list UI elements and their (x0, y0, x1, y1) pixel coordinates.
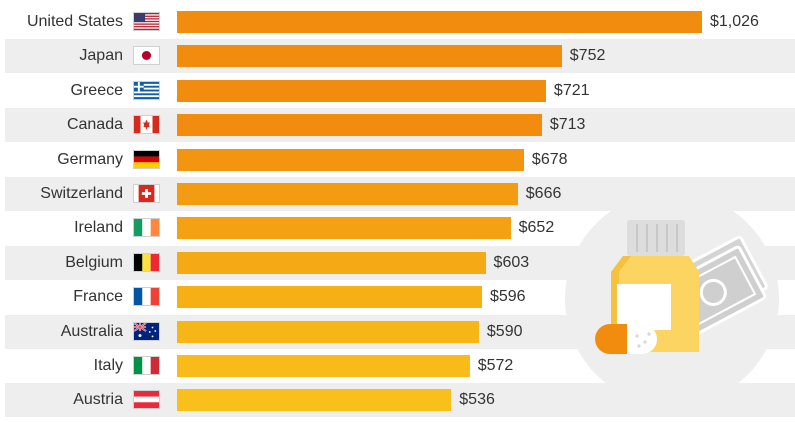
chart-row: Ireland $652 (5, 211, 795, 245)
flag-france-icon (133, 287, 160, 307)
flag-switzerland-icon (133, 184, 160, 203)
bar (177, 183, 518, 205)
flag-us-icon (133, 12, 160, 31)
flag-ireland-icon (133, 218, 160, 238)
flag-australia-icon (133, 321, 160, 341)
capsule-icon (595, 324, 657, 354)
category-label: Canada (66, 116, 123, 134)
data-label: $603 (493, 253, 530, 271)
chart-row: France $596 (5, 280, 795, 314)
bar (177, 114, 542, 137)
bar (177, 320, 479, 343)
category-label: Austria (73, 391, 123, 409)
data-label: $721 (553, 81, 590, 99)
category-label: Belgium (65, 253, 123, 271)
category-label: France (73, 288, 123, 306)
category-label: Japan (79, 47, 123, 65)
chart-row: Germany $678 (5, 143, 795, 177)
category-label: Australia (60, 322, 123, 340)
chart-row: Italy $572 (5, 349, 795, 383)
category-label: Ireland (74, 219, 123, 237)
data-label: $752 (569, 47, 606, 65)
medicine-money-icon (565, 192, 779, 406)
bar (177, 148, 524, 171)
data-label: $536 (459, 391, 495, 409)
data-label: $1,026 (710, 13, 759, 30)
bar (177, 251, 486, 274)
bar (177, 286, 482, 309)
flag-canada-icon (133, 115, 160, 135)
flag-belgium-icon (133, 252, 160, 272)
bar (177, 355, 470, 377)
data-label: $596 (489, 288, 526, 306)
data-label: $590 (486, 322, 523, 340)
category-label: Italy (93, 357, 123, 374)
bar (177, 45, 562, 68)
flag-japan-icon (133, 46, 160, 66)
category-label: Greece (70, 81, 123, 99)
chart-row: Canada $713 (5, 108, 795, 143)
bar (177, 79, 546, 102)
data-label: $678 (531, 150, 568, 168)
category-label: Germany (57, 150, 123, 168)
chart-row: United States $1,026 (5, 5, 795, 39)
data-label: $713 (549, 116, 586, 134)
flag-germany-icon (133, 149, 160, 169)
flag-italy-icon (133, 356, 160, 375)
chart-row: Japan $752 (5, 39, 795, 74)
category-label: United States (26, 13, 123, 30)
bar (177, 11, 702, 33)
flag-austria-icon (133, 390, 160, 410)
bar (177, 217, 511, 240)
chart-row: Greece $721 (5, 74, 795, 108)
data-label: $652 (518, 219, 555, 237)
data-label: $666 (525, 185, 562, 202)
data-label: $572 (477, 357, 514, 374)
flag-greece-icon (133, 80, 160, 100)
bar (177, 389, 452, 412)
category-label: Switzerland (40, 185, 123, 202)
